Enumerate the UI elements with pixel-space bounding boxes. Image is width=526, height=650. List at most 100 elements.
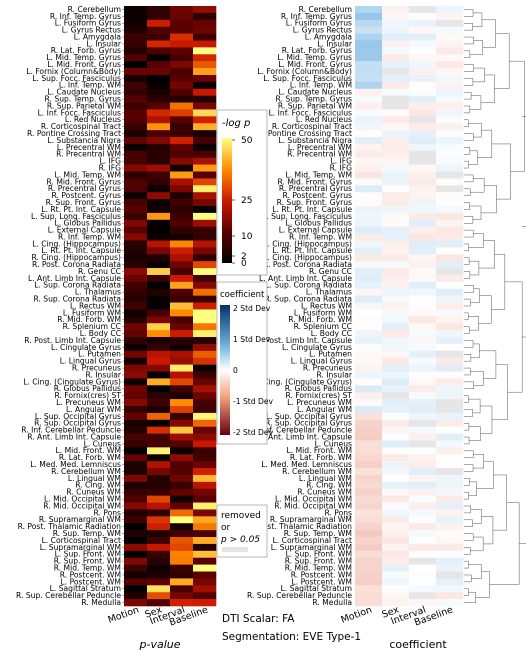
p-value-cell (170, 109, 194, 117)
row-label: R. Sup. Corona Radiata (33, 295, 121, 304)
p-value-cell (170, 157, 194, 165)
coefficient-cell (409, 516, 437, 524)
coefficient-cell (436, 212, 464, 221)
p-value-cell (147, 185, 171, 193)
row-label: R. Precentral WM (56, 150, 121, 159)
p-value-cell (124, 412, 148, 421)
coefficient-cell (409, 502, 437, 510)
coefficient-cell (355, 516, 383, 524)
row-label: L. Body CC (311, 329, 352, 338)
coefficient-cell (355, 206, 383, 214)
coefficient-cell (409, 357, 437, 365)
coefficient-cell (382, 199, 410, 207)
coefficient-cell (355, 288, 383, 296)
p-value-cell (147, 247, 171, 255)
coefficient-cell (409, 212, 437, 221)
p-value-cell (147, 337, 171, 345)
coefficient-cell (355, 454, 383, 462)
coefficient-cell (355, 337, 383, 345)
row-label: R. Sup. Front. WM (54, 557, 121, 566)
coefficient-cell (355, 233, 383, 241)
row-label: R. Sup. Temp. Gyrus (45, 95, 121, 104)
p-value-cell (193, 343, 217, 352)
row-label: R. Fornix(cres) ST (54, 391, 121, 400)
p-value-cell (193, 337, 217, 345)
coefficient-cell (355, 26, 383, 34)
coefficient-cell (355, 323, 383, 331)
p-value-cell (193, 564, 217, 572)
row-label: R. Lat. Forb. Gyrus (51, 46, 121, 55)
coefficient-cell (355, 109, 383, 117)
p-value-cell (147, 599, 171, 607)
row-label: L. Rt. Pt. Int. Capsule (272, 246, 352, 255)
coefficient-cell (382, 68, 410, 76)
p-value-cell (124, 426, 148, 434)
coefficient-cell (436, 192, 464, 200)
dendrogram (464, 9, 526, 603)
p-value-cell (193, 419, 217, 427)
p-value-cell (170, 281, 194, 290)
coefficient-cell (409, 6, 437, 14)
p-value-cell (147, 12, 171, 21)
coefficient-cell (355, 81, 383, 90)
row-label: R. Supramarginal WM (39, 515, 121, 524)
coefficient-cell (409, 150, 437, 159)
coefficient-cell (382, 426, 410, 434)
p-value-cell (193, 543, 217, 552)
coefficient-cell (436, 157, 464, 165)
coefficient-cell (355, 440, 383, 448)
p-value-cell (147, 516, 171, 524)
coefficient-cell (409, 295, 437, 303)
row-label: R. Sup. Front. WM (285, 557, 352, 566)
p-value-cell (147, 330, 171, 338)
row-label: L. Inf. Temp. WM (290, 81, 352, 90)
row-label: R. Sup. Parietal WM (47, 101, 121, 110)
coefficient-cell (355, 247, 383, 255)
coefficient-cell (355, 585, 383, 593)
coefficient-color-bar (220, 305, 230, 435)
p-value-cell (124, 530, 148, 538)
row-label: L. Postcent. WM (61, 577, 121, 586)
row-label: L. Fornix (Column&Body) (26, 67, 121, 76)
coefficient-tick: 1 Std Dev (233, 335, 271, 344)
coefficient-cell (409, 33, 437, 41)
p-value-cell (124, 150, 148, 159)
p-value-cell (193, 454, 217, 462)
coefficient-cell (409, 557, 437, 565)
coefficient-cell (436, 185, 464, 193)
row-label: R. Splenium CC (294, 322, 352, 331)
p-value-cell (170, 88, 194, 96)
coefficient-cell (436, 571, 464, 579)
p-value-cell (193, 502, 217, 510)
coefficient-cell (382, 454, 410, 462)
p-value-cell (193, 447, 217, 455)
coefficient-cell (436, 143, 464, 152)
coefficient-cell (436, 219, 464, 227)
p-value-cell (124, 109, 148, 117)
coefficient-cell (409, 371, 437, 379)
p-value-cell (147, 543, 171, 552)
p-value-cell (124, 337, 148, 345)
coefficient-cell (409, 433, 437, 441)
row-label: R. Post. Limb Int. Capsule (24, 336, 121, 345)
coefficient-cell (355, 350, 383, 359)
coefficient-cell (355, 364, 383, 372)
coefficient-cell (382, 240, 410, 248)
coefficient-cell (355, 54, 383, 62)
p-value-cell (193, 219, 217, 227)
p-value-cell (170, 343, 194, 352)
coefficient-cell (382, 399, 410, 407)
coefficient-cell (409, 550, 437, 559)
coefficient-cell (355, 164, 383, 172)
row-label: L. Sup. Occipital Gyrus (266, 412, 352, 421)
p-value-cell (170, 302, 194, 310)
coefficient-cell (382, 192, 410, 200)
p-value-cell (124, 68, 148, 76)
coefficient-cell (436, 557, 464, 565)
p-value-cell (124, 281, 148, 290)
p-value-cell (124, 543, 148, 552)
p-value-cell (124, 585, 148, 593)
row-label: R. Precentral Gyrus (48, 184, 121, 193)
coefficient-cell (382, 295, 410, 303)
